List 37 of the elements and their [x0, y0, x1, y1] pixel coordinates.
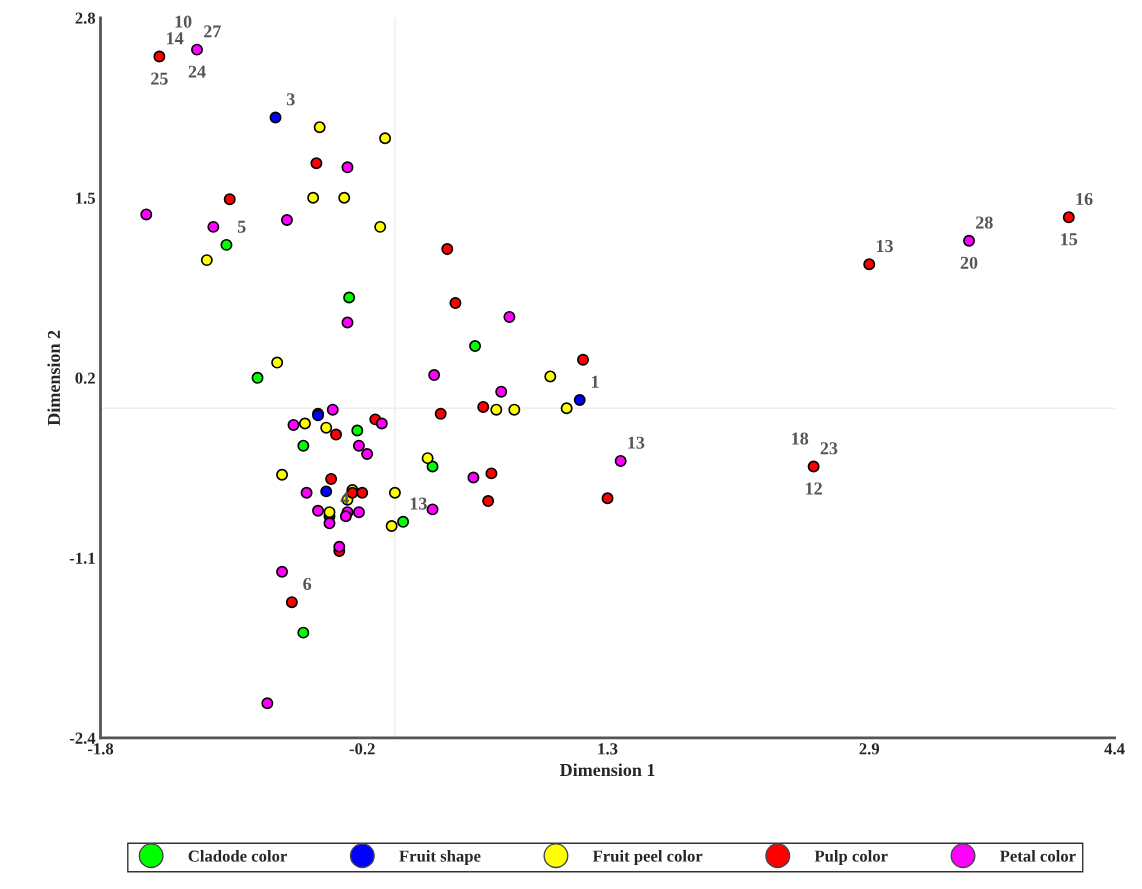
annotation: 16	[1076, 192, 1093, 206]
annotation: 23	[820, 442, 838, 455]
y-tick-label: -1.1	[69, 552, 95, 564]
annotation: 4	[340, 492, 349, 504]
y-tick-label: -2.4	[69, 732, 96, 744]
annotation: 24	[188, 65, 206, 78]
annotation: 6	[303, 577, 312, 591]
legend-label: Fruit peel color	[592, 850, 703, 866]
annotation: 13	[410, 497, 427, 510]
x-tick-label: 1.3	[598, 743, 618, 755]
legend-label: Pulp color	[814, 850, 888, 866]
legend-label: Cladode color	[188, 850, 287, 862]
y-tick-label: 2.8	[75, 12, 96, 24]
annotation: 5	[237, 220, 246, 233]
x-tick-label: -0.2	[349, 743, 375, 755]
annotation: 18	[792, 432, 809, 445]
annotation: 28	[976, 216, 993, 229]
annotation: 20	[960, 256, 978, 269]
y-axis-title: Dimension 2	[47, 330, 61, 426]
annotation: 12	[806, 482, 822, 495]
y-tick-label: 1.5	[76, 192, 96, 204]
legend-label: Petal color	[999, 850, 1076, 862]
x-tick-label: -1.8	[87, 743, 114, 755]
y-tick-label: 0.2	[75, 372, 95, 384]
legend-label: Fruit shape	[399, 850, 481, 866]
annotation: 1	[591, 375, 599, 388]
annotation: 25	[151, 72, 168, 85]
annotation: 13	[628, 436, 645, 449]
x-axis-title: Dimension 1	[559, 763, 655, 777]
x-tick-label: 4.4	[1104, 743, 1125, 755]
annotation: 27	[204, 25, 221, 38]
annotation: 13	[876, 239, 893, 253]
annotation: 14	[167, 32, 184, 45]
x-tick-label: 2.9	[859, 743, 880, 755]
annotation: 3	[286, 93, 295, 106]
annotation: 10	[175, 15, 192, 28]
annotation: 15	[1061, 233, 1078, 246]
